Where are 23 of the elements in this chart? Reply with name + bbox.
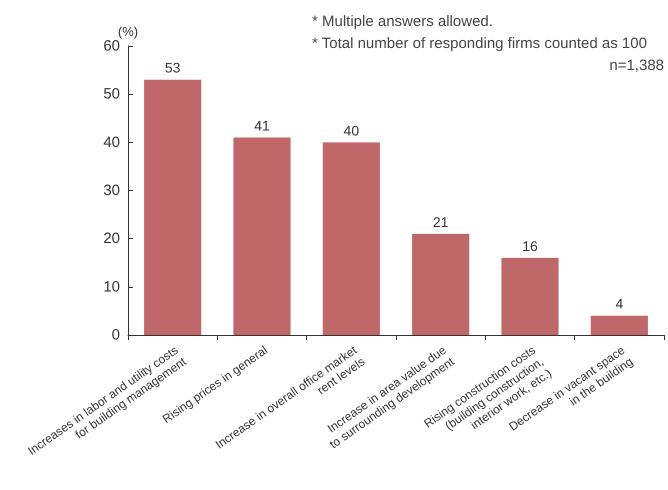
- bar: [144, 80, 202, 335]
- y-tick-label: 0: [112, 326, 120, 344]
- text: * Multiple answers allowed.: [312, 13, 493, 30]
- data-label: 40: [344, 122, 360, 138]
- bar: [233, 138, 291, 335]
- y-tick-label: 10: [103, 278, 120, 296]
- data-label: 4: [615, 296, 624, 312]
- data-label: 41: [254, 118, 270, 134]
- data-label: 16: [522, 238, 538, 254]
- y-tick-label: 20: [103, 230, 120, 248]
- data-label: 21: [432, 214, 449, 230]
- bar: [322, 142, 380, 335]
- y-tick-label: 60: [103, 38, 120, 54]
- y-axis-title: (%): [118, 24, 138, 39]
- bar: [412, 234, 470, 335]
- y-tick-label: 30: [103, 182, 120, 199]
- data-label: 53: [164, 60, 181, 76]
- bar: [501, 258, 559, 335]
- annotation: * Total number of responding firms counted as 100: [312, 35, 647, 52]
- y-tick-label: 40: [103, 134, 120, 151]
- annotation: n=1,388: [609, 57, 664, 74]
- bar: [590, 316, 648, 335]
- y-tick-label: 50: [103, 86, 120, 103]
